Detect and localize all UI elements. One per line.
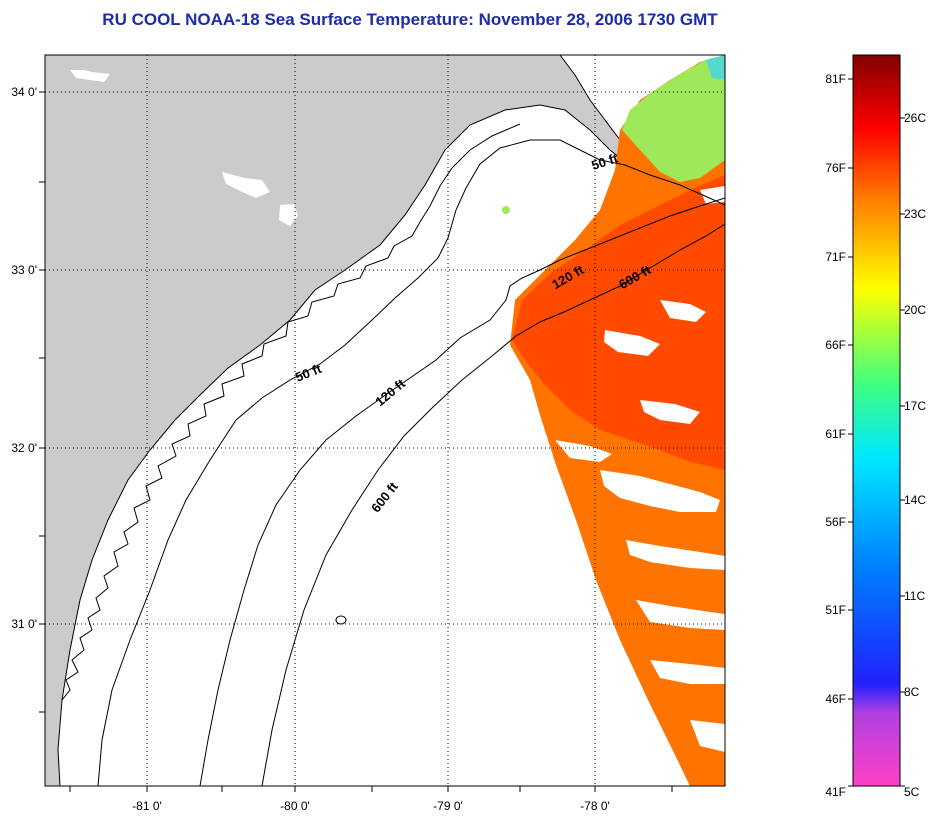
- colorbar-label-f: 71F: [825, 250, 846, 264]
- map-grid: [45, 55, 725, 786]
- colorbar-label-f: 61F: [825, 427, 846, 441]
- colorbar-label-c: 8C: [904, 685, 920, 699]
- colorbar-label-c: 26C: [904, 111, 926, 125]
- cloud-gap: [660, 300, 706, 322]
- cloud-gap: [690, 720, 725, 752]
- inland-lake: [222, 172, 270, 198]
- lat-tick-label: 33 0': [11, 263, 37, 277]
- colorbar-label-f: 46F: [825, 692, 846, 706]
- colorbar-label-f: 56F: [825, 515, 846, 529]
- map-title: RU COOL NOAA-18 Sea Surface Temperature:…: [102, 10, 718, 29]
- inland-lake: [279, 204, 298, 226]
- colorbar-label-c: 17C: [904, 399, 926, 413]
- colorbar-label-c: 23C: [904, 207, 926, 221]
- lat-tick-label: 34 0': [11, 85, 37, 99]
- inland-lake: [70, 70, 110, 82]
- colorbar-label-f: 51F: [825, 603, 846, 617]
- colorbar-label-c: 5C: [904, 785, 920, 799]
- colorbar-label-c: 14C: [904, 493, 926, 507]
- green-patch: [502, 206, 510, 214]
- isobath-120ft: [199, 197, 725, 786]
- colorbar-label-f: 41F: [825, 785, 846, 799]
- lat-tick-label: 32 0': [11, 441, 37, 455]
- cloud-gap: [650, 660, 725, 684]
- colorbar-label-f: 66F: [825, 338, 846, 352]
- colorbar-ticks: [848, 78, 905, 787]
- axis-ticks: [39, 91, 673, 792]
- sst-swath-cool: [622, 55, 725, 182]
- sst-swath-cool: [706, 55, 725, 80]
- colorbar: [852, 54, 901, 787]
- cloud-gap: [600, 470, 720, 512]
- cloud-gap: [626, 540, 725, 570]
- isobath-600ft: [261, 223, 725, 786]
- colorbar-label-f: 81F: [825, 72, 846, 86]
- sst-swath-warm: [512, 175, 725, 470]
- cloud-gap: [555, 440, 612, 462]
- lon-tick-label: -81 0': [132, 799, 162, 813]
- map-frame: [44, 54, 726, 787]
- lon-tick-label: -78 0': [580, 799, 610, 813]
- lon-tick-label: -80 0': [280, 799, 310, 813]
- coastline-detail: [61, 123, 521, 701]
- lon-tick-label: -79 0': [433, 799, 463, 813]
- cloud-gap: [640, 400, 700, 424]
- cloud-gap: [604, 330, 660, 356]
- colorbar-label-f: 76F: [825, 161, 846, 175]
- colorbar-label-c: 11C: [904, 589, 925, 603]
- colorbar-label-c: 20C: [904, 303, 926, 317]
- lat-tick-label: 31 0': [11, 617, 37, 631]
- isobath-50ft: [97, 139, 725, 786]
- cloud-gap: [636, 600, 725, 630]
